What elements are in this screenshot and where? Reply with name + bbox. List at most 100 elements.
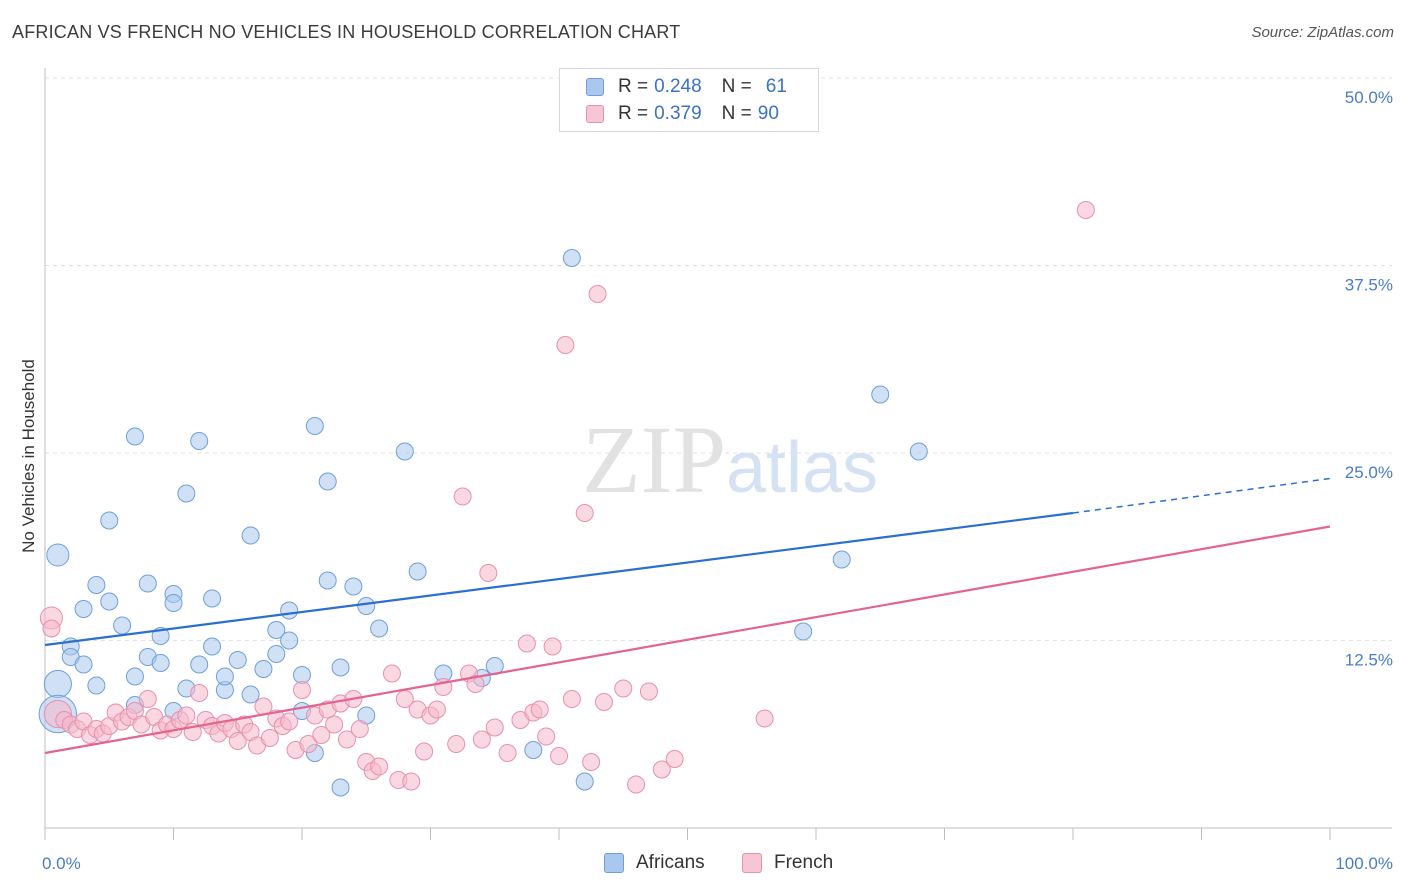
- african-point: [125, 667, 144, 686]
- african-point: [267, 645, 286, 663]
- bottom-legend-label-french: French: [774, 852, 834, 873]
- african-point: [241, 526, 260, 545]
- african-point: [190, 432, 209, 450]
- y-tick-label: 25.0%: [1345, 463, 1393, 482]
- african-point: [794, 622, 813, 641]
- french-point: [627, 775, 646, 794]
- african-point: [832, 550, 851, 569]
- legend-n-label: N =: [721, 103, 752, 124]
- african-point: [228, 651, 247, 669]
- french-point: [42, 619, 61, 638]
- african-point: [100, 511, 119, 530]
- bottom-legend-swatch-africans: [604, 853, 624, 873]
- bottom-legend-label-africans: Africans: [636, 852, 705, 873]
- french-point: [665, 750, 684, 768]
- x-tick-labels: 0.0% 100.0%: [42, 854, 1393, 873]
- legend-row-africans: R = 0.248 N = 61: [586, 75, 787, 99]
- french-point: [550, 747, 568, 765]
- legend-n-value: 90: [757, 103, 779, 124]
- french-point: [472, 730, 491, 749]
- french-point: [588, 285, 607, 303]
- african-point: [909, 442, 928, 461]
- african-point: [305, 417, 324, 435]
- legend-r-label: R =: [618, 76, 649, 97]
- african-point: [87, 576, 106, 594]
- french-point: [138, 690, 157, 708]
- french-point: [575, 504, 594, 522]
- african-point: [43, 669, 72, 699]
- french-point: [350, 720, 369, 738]
- x-tick-label: 100.0%: [1335, 854, 1393, 873]
- bottom-legend-africans: Africans: [604, 852, 705, 874]
- y-axis-title: No Vehicles in Household: [19, 359, 38, 553]
- african-point: [113, 616, 132, 635]
- african-point: [871, 385, 890, 404]
- legend-r-value: 0.248: [654, 76, 702, 97]
- african-point: [203, 589, 222, 608]
- french-point: [427, 700, 446, 719]
- y-tick-label: 50.0%: [1345, 88, 1393, 107]
- chart-title: AFRICAN VS FRENCH NO VEHICLES IN HOUSEHO…: [12, 22, 681, 42]
- french-point: [498, 744, 517, 762]
- french-point: [325, 715, 344, 734]
- french-point: [260, 729, 279, 747]
- african-point: [370, 619, 389, 638]
- french-point: [337, 730, 356, 749]
- legend-n-label: N =: [721, 76, 752, 97]
- african-point: [267, 621, 286, 639]
- french-point: [639, 682, 658, 701]
- african-point: [100, 592, 119, 611]
- african-trend-extension: [1072, 477, 1331, 514]
- french-point: [594, 693, 613, 711]
- african-point: [408, 562, 427, 581]
- watermark: ZIPatlas: [582, 406, 878, 513]
- french-point: [382, 664, 401, 683]
- french-point: [755, 709, 774, 728]
- french-point: [453, 487, 472, 506]
- french-point: [280, 712, 299, 731]
- watermark-zip: ZIP: [582, 406, 726, 513]
- french-point: [466, 675, 485, 693]
- african-point: [74, 655, 93, 674]
- french-point: [582, 753, 601, 771]
- french-point: [479, 564, 498, 582]
- african-point: [241, 685, 260, 704]
- african-point: [151, 654, 170, 672]
- african-point: [203, 637, 222, 656]
- french-point: [1076, 201, 1095, 219]
- african-point: [87, 676, 106, 695]
- y-tick-labels: 12.5% 25.0% 37.5% 50.0%: [1345, 88, 1393, 670]
- french-point: [556, 336, 575, 354]
- legend-r-label: R =: [618, 103, 649, 124]
- french-point: [537, 727, 556, 746]
- african-point: [318, 472, 337, 491]
- african-point: [524, 741, 543, 759]
- data-points: [38, 201, 1095, 797]
- french-point: [402, 772, 421, 791]
- french-point: [293, 681, 311, 699]
- african-point: [280, 601, 299, 620]
- french-trend-line: [44, 525, 1331, 755]
- african-point: [164, 594, 183, 612]
- french-point: [370, 757, 389, 776]
- french-point: [485, 718, 504, 737]
- french-point: [543, 637, 562, 656]
- african-point: [318, 571, 337, 590]
- x-tick-label: 0.0%: [42, 854, 81, 873]
- french-point: [614, 679, 633, 698]
- african-point: [293, 666, 311, 684]
- african-point: [331, 778, 350, 797]
- source-label: Source: ZipAtlas.com: [1251, 24, 1394, 41]
- french-point: [415, 742, 434, 761]
- legend-swatch-africans: [586, 78, 604, 96]
- african-point: [215, 667, 234, 686]
- watermark-atlas: atlas: [726, 428, 878, 508]
- french-point: [517, 634, 536, 653]
- y-tick-label: 12.5%: [1345, 651, 1393, 670]
- y-tick-label: 37.5%: [1345, 276, 1393, 295]
- african-point: [344, 577, 363, 596]
- legend-row-french: R = 0.379 N = 90: [586, 102, 779, 126]
- french-point: [312, 726, 331, 744]
- grid: [45, 77, 1392, 641]
